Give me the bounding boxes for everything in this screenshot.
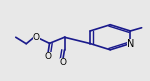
Text: O: O	[45, 52, 51, 61]
Text: O: O	[60, 58, 66, 67]
Text: O: O	[33, 33, 40, 42]
Text: N: N	[127, 39, 134, 49]
